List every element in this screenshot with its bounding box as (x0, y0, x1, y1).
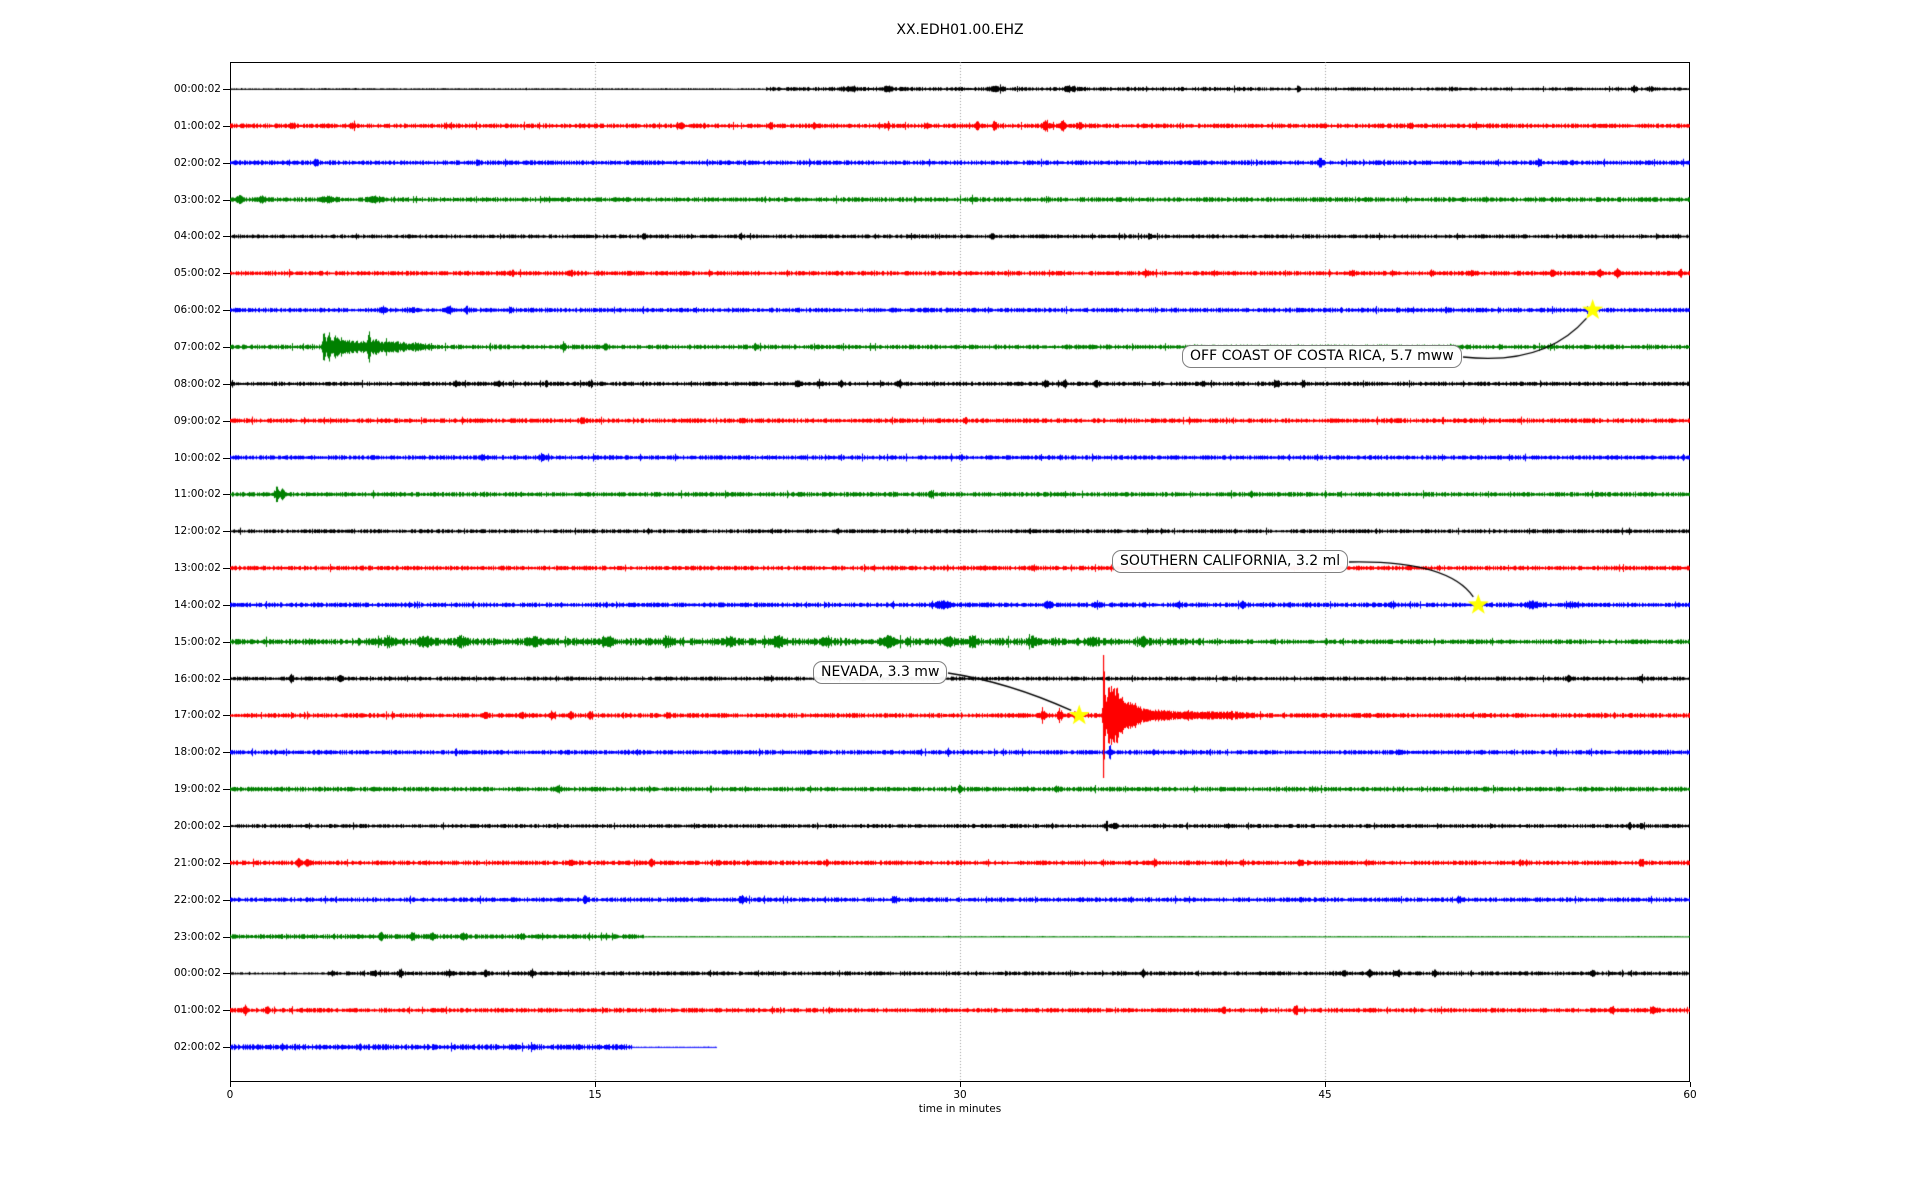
x-tick (960, 1082, 961, 1087)
y-tick (223, 826, 230, 827)
x-tick (1325, 1082, 1326, 1087)
y-tick-label: 01:00:02 (173, 119, 221, 132)
y-tick (223, 236, 230, 237)
y-tick (223, 752, 230, 753)
x-axis-label: time in minutes (918, 1103, 1002, 1115)
y-tick (223, 200, 230, 201)
y-tick-label: 22:00:02 (173, 893, 221, 906)
y-tick (223, 458, 230, 459)
y-tick (223, 715, 230, 716)
y-tick-label: 00:00:02 (173, 967, 221, 980)
y-tick-label: 17:00:02 (173, 709, 221, 722)
y-tick-label: 13:00:02 (173, 562, 221, 575)
y-tick (223, 273, 230, 274)
y-tick-label: 07:00:02 (173, 340, 221, 353)
y-tick (223, 347, 230, 348)
x-tick-label: 30 (953, 1089, 967, 1101)
y-tick-label: 10:00:02 (173, 451, 221, 464)
figure-title: XX.EDH01.00.EHZ (896, 22, 1024, 38)
y-tick-label: 18:00:02 (173, 746, 221, 759)
event-annotation: SOUTHERN CALIFORNIA, 3.2 ml (1112, 550, 1349, 573)
x-tick-label: 15 (588, 1089, 602, 1101)
y-tick-label: 21:00:02 (173, 856, 221, 869)
y-tick-label: 09:00:02 (173, 414, 221, 427)
y-tick-label: 01:00:02 (173, 1004, 221, 1017)
y-tick (223, 1010, 230, 1011)
y-tick-label: 23:00:02 (173, 930, 221, 943)
y-tick (223, 642, 230, 643)
y-tick-label: 05:00:02 (173, 267, 221, 280)
x-tick (595, 1082, 596, 1087)
y-tick (223, 126, 230, 127)
y-tick (223, 531, 230, 532)
y-tick-label: 04:00:02 (173, 230, 221, 243)
y-tick-label: 02:00:02 (173, 156, 221, 169)
y-tick (223, 421, 230, 422)
y-tick (223, 163, 230, 164)
x-tick (1690, 1082, 1691, 1087)
y-tick (223, 89, 230, 90)
x-tick-label: 45 (1318, 1089, 1332, 1101)
x-tick-label: 60 (1683, 1089, 1697, 1101)
y-tick (223, 1047, 230, 1048)
y-tick (223, 679, 230, 680)
y-tick (223, 789, 230, 790)
y-tick-label: 20:00:02 (173, 820, 221, 832)
y-tick-label: 19:00:02 (173, 783, 221, 796)
y-tick-label: 15:00:02 (173, 635, 221, 648)
y-tick (223, 494, 230, 495)
y-tick-label: 16:00:02 (173, 672, 221, 685)
y-tick (223, 384, 230, 385)
y-tick (223, 605, 230, 606)
y-tick (223, 568, 230, 569)
x-tick-label: 0 (226, 1089, 234, 1101)
waveform-canvas (230, 62, 1690, 1082)
y-tick-label: 03:00:02 (173, 193, 221, 206)
y-tick-label: 11:00:02 (173, 488, 221, 501)
y-tick (223, 863, 230, 864)
y-tick (223, 310, 230, 311)
y-tick (223, 937, 230, 938)
event-annotation: OFF COAST OF COSTA RICA, 5.7 mww (1182, 345, 1462, 368)
x-tick (230, 1082, 231, 1087)
y-tick-label: 06:00:02 (173, 304, 221, 317)
y-tick-label: 08:00:02 (173, 377, 221, 390)
y-tick-label: 14:00:02 (173, 598, 221, 611)
y-tick (223, 973, 230, 974)
event-annotation: NEVADA, 3.3 mw (813, 661, 948, 684)
y-tick-label: 12:00:02 (173, 525, 221, 538)
y-tick-label: 02:00:02 (173, 1041, 221, 1054)
y-tick (223, 900, 230, 901)
y-tick-label: 00:00:02 (173, 83, 221, 95)
